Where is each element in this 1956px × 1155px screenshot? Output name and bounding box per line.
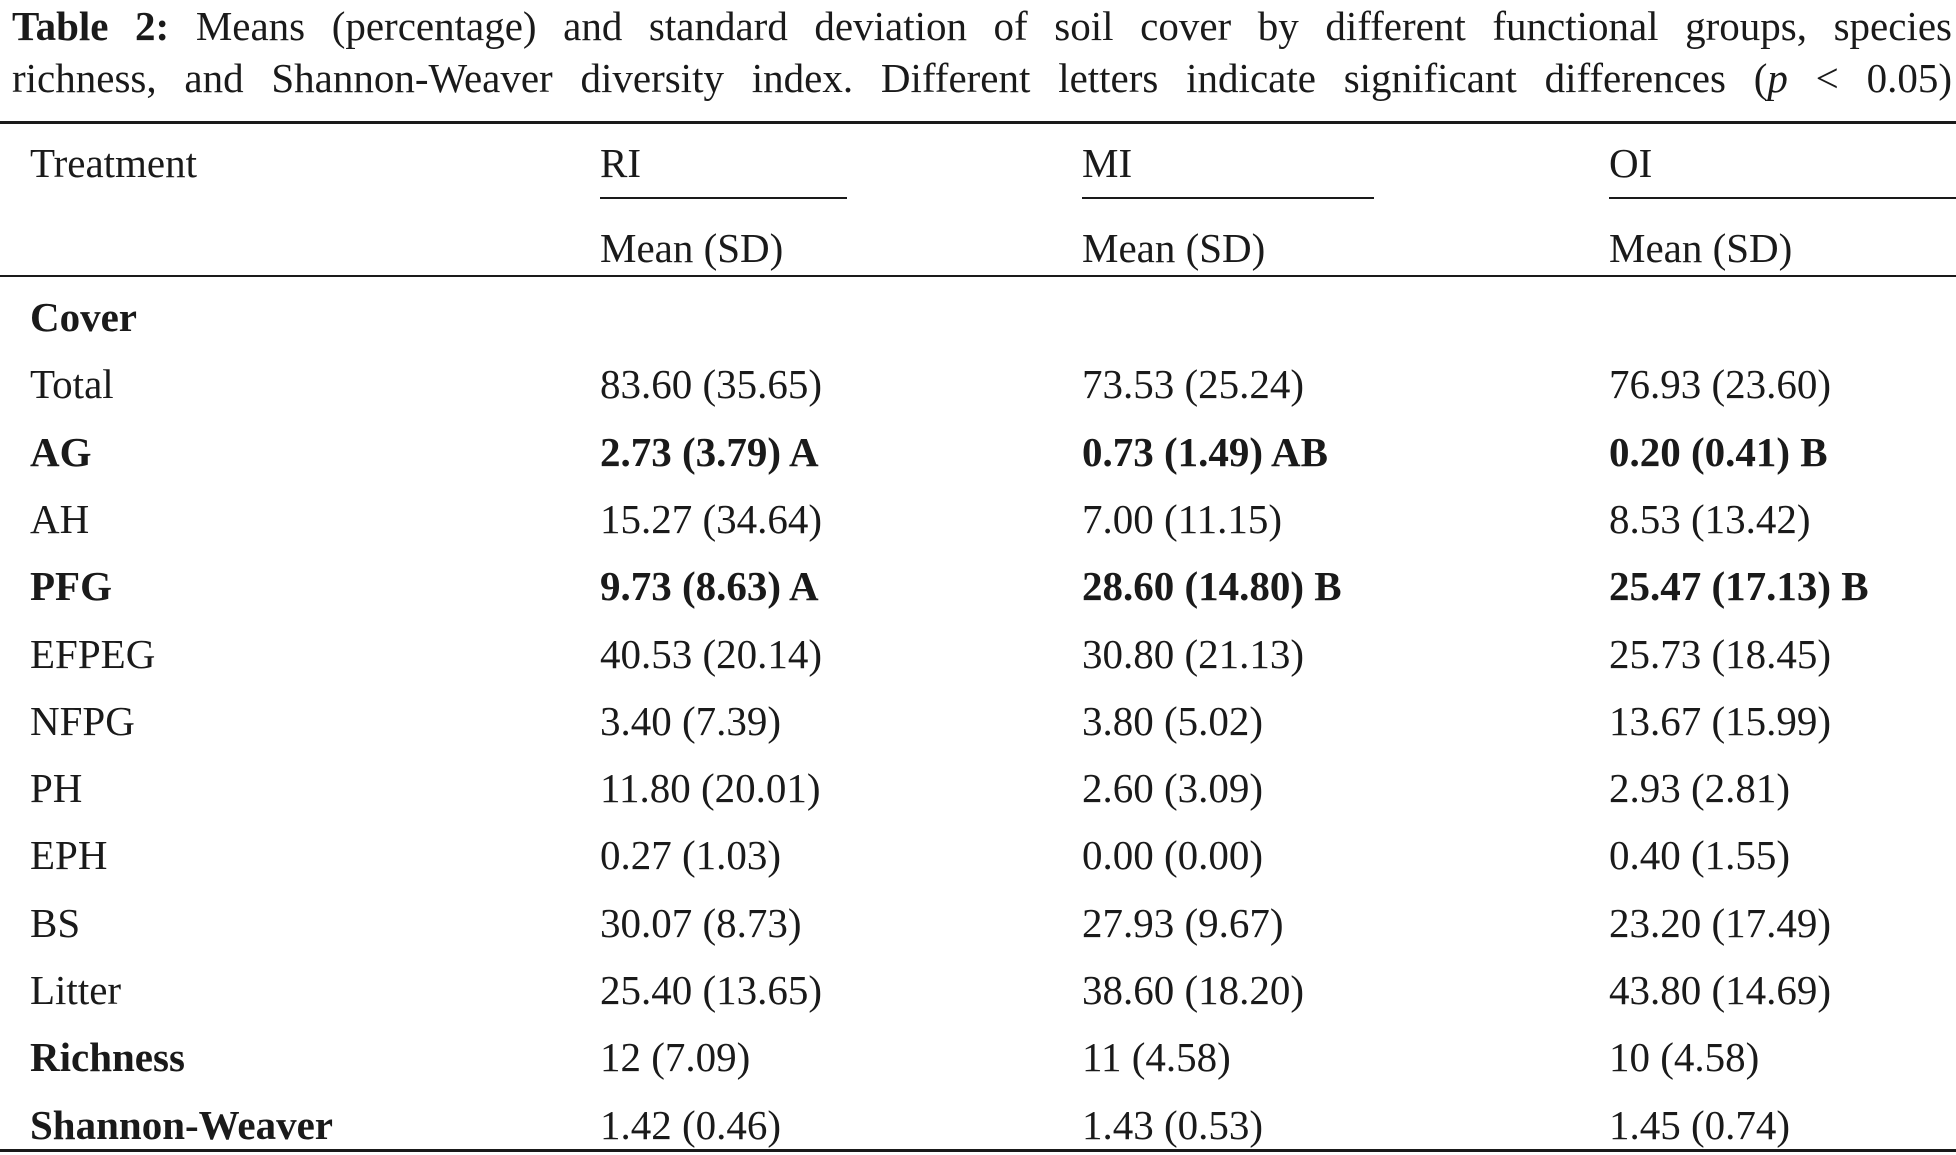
row-label: AH xyxy=(30,496,90,542)
cell-mi: 1.43 (0.53) xyxy=(1082,1102,1264,1148)
cell-mi: 27.93 (9.67) xyxy=(1082,900,1284,946)
header-col-mi: MI xyxy=(1082,140,1133,186)
cell-mi: 38.60 (18.20) xyxy=(1082,967,1305,1013)
row-label: NFPG xyxy=(30,698,135,744)
row-label: PH xyxy=(30,765,83,811)
row-label: BS xyxy=(30,900,81,946)
caption-text-2: richness, and Shannon-Weaver diversity i… xyxy=(12,55,1768,101)
cell-mi: 7.00 (11.15) xyxy=(1082,496,1283,542)
cell-ri: 1.42 (0.46) xyxy=(600,1102,782,1148)
cell-ri: 40.53 (20.14) xyxy=(600,631,823,677)
row-label: Shannon-Weaver xyxy=(30,1102,333,1148)
cell-oi: 8.53 (13.42) xyxy=(1609,496,1811,542)
cell-oi: 13.67 (15.99) xyxy=(1609,698,1832,744)
cell-ri: 0.27 (1.03) xyxy=(600,832,782,878)
table-caption: Table 2: Means (percentage) and standard… xyxy=(12,0,1952,104)
cell-ri: 11.80 (20.01) xyxy=(600,765,821,811)
cell-mi: 30.80 (21.13) xyxy=(1082,631,1305,677)
cell-oi: 43.80 (14.69) xyxy=(1609,967,1832,1013)
header-underline-ri xyxy=(600,197,847,199)
header-col-ri: RI xyxy=(600,140,641,186)
row-label: AG xyxy=(30,429,92,475)
subheader-mi: Mean (SD) xyxy=(1082,225,1266,271)
cell-oi: 76.93 (23.60) xyxy=(1609,361,1832,407)
row-label: EPH xyxy=(30,832,108,878)
row-label: Litter xyxy=(30,967,122,1013)
subheader-ri: Mean (SD) xyxy=(600,225,784,271)
cell-ri: 30.07 (8.73) xyxy=(600,900,802,946)
table-header-rule xyxy=(0,275,1956,277)
caption-label: Table 2: xyxy=(12,3,170,49)
header-underline-oi xyxy=(1609,197,1956,199)
row-label: PFG xyxy=(30,563,112,609)
cell-oi: 2.93 (2.81) xyxy=(1609,765,1791,811)
cell-oi: 0.40 (1.55) xyxy=(1609,832,1791,878)
cell-mi: 28.60 (14.80) B xyxy=(1082,563,1342,609)
row-label: Cover xyxy=(30,294,138,340)
subheader-oi: Mean (SD) xyxy=(1609,225,1793,271)
cell-oi: 25.73 (18.45) xyxy=(1609,631,1832,677)
row-label: Richness xyxy=(30,1034,185,1080)
cell-ri: 15.27 (34.64) xyxy=(600,496,823,542)
cell-oi: 10 (4.58) xyxy=(1609,1034,1760,1080)
cell-mi: 3.80 (5.02) xyxy=(1082,698,1264,744)
cell-ri: 2.73 (3.79) A xyxy=(600,429,819,475)
row-label: EFPEG xyxy=(30,631,156,677)
cell-mi: 2.60 (3.09) xyxy=(1082,765,1264,811)
caption-text-3: < 0.05) xyxy=(1787,55,1952,101)
caption-text-1: Means (percentage) and standard deviatio… xyxy=(195,3,1952,49)
cell-ri: 25.40 (13.65) xyxy=(600,967,823,1013)
cell-ri: 9.73 (8.63) A xyxy=(600,563,819,609)
row-label: Total xyxy=(30,361,114,407)
cell-oi: 0.20 (0.41) B xyxy=(1609,429,1828,475)
header-col-oi: OI xyxy=(1609,140,1653,186)
caption-p-symbol: p xyxy=(1767,55,1788,101)
cell-oi: 25.47 (17.13) B xyxy=(1609,563,1869,609)
cell-ri: 3.40 (7.39) xyxy=(600,698,782,744)
table-top-rule xyxy=(0,121,1956,124)
header-treatment: Treatment xyxy=(30,140,198,186)
cell-mi: 73.53 (25.24) xyxy=(1082,361,1305,407)
header-underline-mi xyxy=(1082,197,1374,199)
table-bottom-rule xyxy=(0,1149,1956,1152)
cell-mi: 0.00 (0.00) xyxy=(1082,832,1264,878)
caption-line-2: richness, and Shannon-Weaver diversity i… xyxy=(12,52,1952,104)
cell-ri: 83.60 (35.65) xyxy=(600,361,823,407)
cell-ri: 12 (7.09) xyxy=(600,1034,751,1080)
cell-oi: 1.45 (0.74) xyxy=(1609,1102,1791,1148)
cell-oi: 23.20 (17.49) xyxy=(1609,900,1832,946)
cell-mi: 0.73 (1.49) AB xyxy=(1082,429,1328,475)
caption-line-1: Table 2: Means (percentage) and standard… xyxy=(12,0,1952,52)
cell-mi: 11 (4.58) xyxy=(1082,1034,1231,1080)
